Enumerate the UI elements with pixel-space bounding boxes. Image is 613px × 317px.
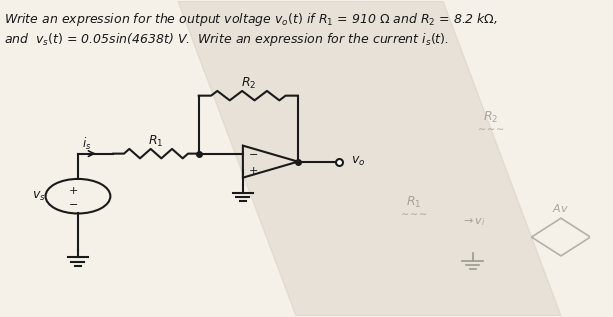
Text: $-$: $-$ [68, 198, 78, 208]
Text: $\sim\!\!\sim\!\!\sim$: $\sim\!\!\sim\!\!\sim$ [400, 207, 428, 217]
Text: $-$: $-$ [248, 148, 257, 158]
Text: $\rightarrow v_i$: $\rightarrow v_i$ [461, 217, 485, 228]
Text: $R_2$: $R_2$ [482, 110, 498, 125]
Text: $R_1$: $R_1$ [148, 134, 164, 149]
Text: +: + [69, 185, 78, 196]
Text: $i_s$: $i_s$ [82, 136, 91, 152]
Text: $R_2$: $R_2$ [241, 76, 256, 91]
Text: $+$: $+$ [248, 165, 257, 176]
Text: $Av$: $Av$ [552, 202, 569, 214]
Text: $\sim\!\!\sim\!\!\sim$: $\sim\!\!\sim\!\!\sim$ [476, 122, 504, 132]
Text: Write an expression for the output voltage $v_o(t)$ if R$_1$ = 910 $\Omega$ and : Write an expression for the output volta… [4, 11, 498, 28]
Polygon shape [178, 1, 561, 316]
Text: $v_o$: $v_o$ [351, 155, 365, 168]
Text: $R_1$: $R_1$ [406, 195, 421, 210]
Text: $v_s$: $v_s$ [32, 190, 45, 203]
Text: and  $v_s(t)$ = 0.05sin(4638t) V.  Write an expression for the current $i_s(t)$.: and $v_s(t)$ = 0.05sin(4638t) V. Write a… [4, 31, 449, 48]
